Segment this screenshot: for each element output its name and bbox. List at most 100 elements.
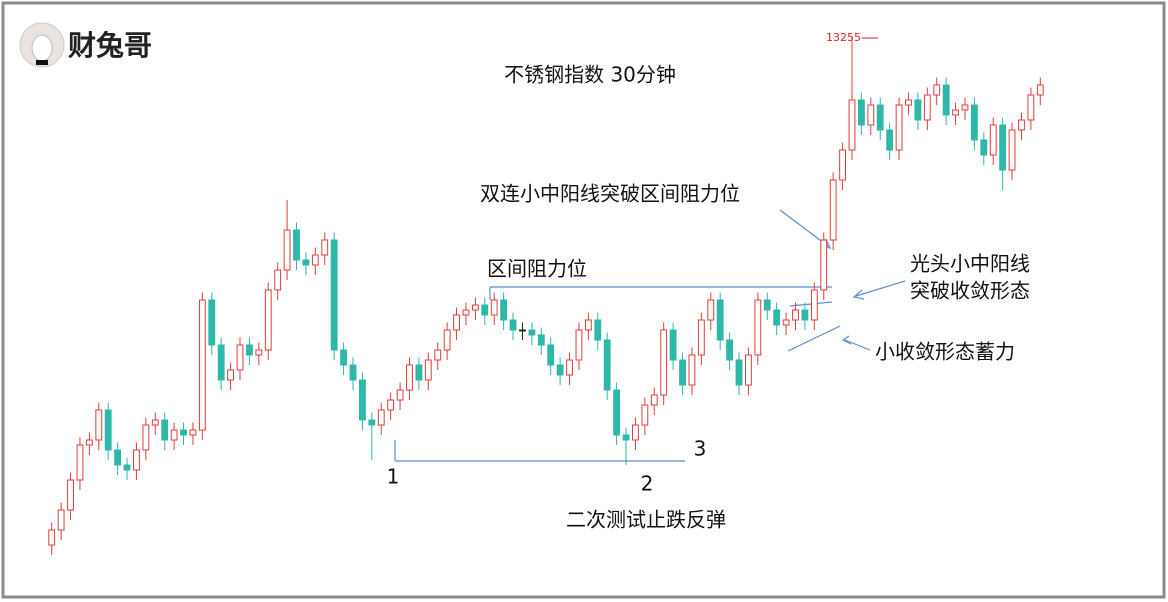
candle-body <box>264 289 272 351</box>
candle-body <box>857 99 865 126</box>
candle-body <box>632 424 639 441</box>
candle-body <box>500 299 508 321</box>
candle-body <box>85 439 93 446</box>
candle-body <box>773 309 781 326</box>
candle-body <box>575 329 583 361</box>
candle-body <box>801 309 809 321</box>
arrow-head <box>852 289 865 300</box>
chart-title: 不锈钢指数 30分钟 <box>504 63 676 87</box>
candle-body <box>961 104 969 111</box>
candle-body <box>754 299 762 356</box>
annotation: 区间阻力位 <box>487 257 587 281</box>
candle-body <box>1018 119 1025 131</box>
candle-body <box>208 299 216 346</box>
candle-body <box>151 419 159 426</box>
candle-body <box>895 104 903 151</box>
candle-body <box>547 344 555 366</box>
candle-body <box>980 139 988 156</box>
arrow <box>844 339 871 351</box>
candle-body <box>330 239 338 351</box>
candle-body <box>810 289 818 321</box>
candle-body <box>556 364 564 376</box>
candle-body <box>697 319 705 356</box>
candle-body <box>933 84 941 96</box>
candle-body <box>914 99 922 121</box>
candle-body <box>952 109 959 116</box>
candle-body <box>443 329 451 351</box>
candle-body <box>133 449 140 471</box>
marker: 1 <box>387 465 400 489</box>
candle-body <box>227 369 235 381</box>
candle-body <box>566 359 573 376</box>
candle-body <box>161 419 169 441</box>
candle-body <box>999 124 1007 171</box>
candle-body <box>537 334 545 346</box>
candle-body <box>509 319 517 331</box>
candle-body <box>735 359 743 386</box>
candle-body <box>424 359 432 381</box>
candle-body <box>368 419 376 426</box>
candle-body <box>170 429 178 441</box>
candle-body <box>669 329 677 361</box>
candle-body <box>462 309 470 316</box>
candle-body <box>415 364 423 381</box>
high-label: 13255 <box>826 31 861 44</box>
candle-body <box>48 529 56 546</box>
candle-body <box>1027 94 1035 121</box>
arrow <box>855 280 906 297</box>
candle-body <box>650 394 658 406</box>
candle-body <box>622 434 630 441</box>
candle-body <box>76 444 84 481</box>
candle-body <box>198 299 206 431</box>
logo-bowtie <box>36 60 48 65</box>
candle-body <box>923 94 931 121</box>
candle-body <box>311 254 319 266</box>
candle-body <box>490 299 498 316</box>
candle-body <box>716 299 724 341</box>
candle-body <box>481 304 489 316</box>
guides <box>394 209 906 462</box>
candle-body <box>236 344 244 371</box>
candles <box>48 37 1044 555</box>
candle-body <box>726 339 734 361</box>
arrow <box>779 209 829 247</box>
candle-body <box>519 329 526 332</box>
candle-body <box>1008 129 1016 171</box>
candle-body <box>1036 84 1044 96</box>
annotation: 光头小中阳线 <box>910 252 1030 276</box>
candle-body <box>829 179 837 241</box>
candle-body <box>584 319 592 331</box>
logo: 财兔哥 <box>19 22 152 68</box>
candle-body <box>839 149 846 181</box>
marker: 3 <box>694 437 707 461</box>
candle-body <box>453 314 460 331</box>
candle-body <box>707 299 715 321</box>
candle-body <box>123 464 131 471</box>
candle-body <box>377 409 385 426</box>
candle-body <box>358 379 366 421</box>
candle-body <box>660 329 668 396</box>
candle-body <box>246 344 253 356</box>
candle-body <box>679 359 686 386</box>
candle-body <box>180 429 187 436</box>
logo-text: 财兔哥 <box>68 29 152 62</box>
candle-body <box>189 429 197 436</box>
candle-body <box>782 319 790 326</box>
annotation: 突破收敛形态 <box>910 279 1030 303</box>
candle-body <box>603 339 611 391</box>
annotation: 二次测试止跌反弹 <box>566 508 726 532</box>
candle-body <box>763 299 771 311</box>
candle-body <box>340 349 347 366</box>
candle-body <box>905 99 912 106</box>
candle-body <box>67 479 74 511</box>
candle-body <box>293 229 300 261</box>
candle-body <box>114 449 122 466</box>
candle-body <box>302 259 310 266</box>
candle-body <box>406 364 413 391</box>
candle-body <box>989 124 997 156</box>
candle-body <box>792 309 799 321</box>
candle-body <box>942 84 950 116</box>
